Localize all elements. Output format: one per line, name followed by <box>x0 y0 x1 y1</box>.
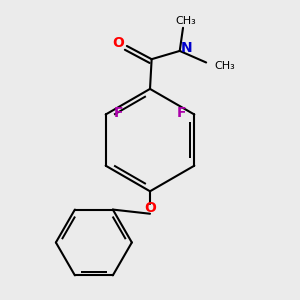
Text: F: F <box>177 106 187 120</box>
Text: N: N <box>181 40 193 55</box>
Text: O: O <box>113 36 124 50</box>
Text: O: O <box>144 202 156 215</box>
Text: F: F <box>113 106 123 120</box>
Text: CH₃: CH₃ <box>214 61 235 71</box>
Text: CH₃: CH₃ <box>175 16 196 26</box>
